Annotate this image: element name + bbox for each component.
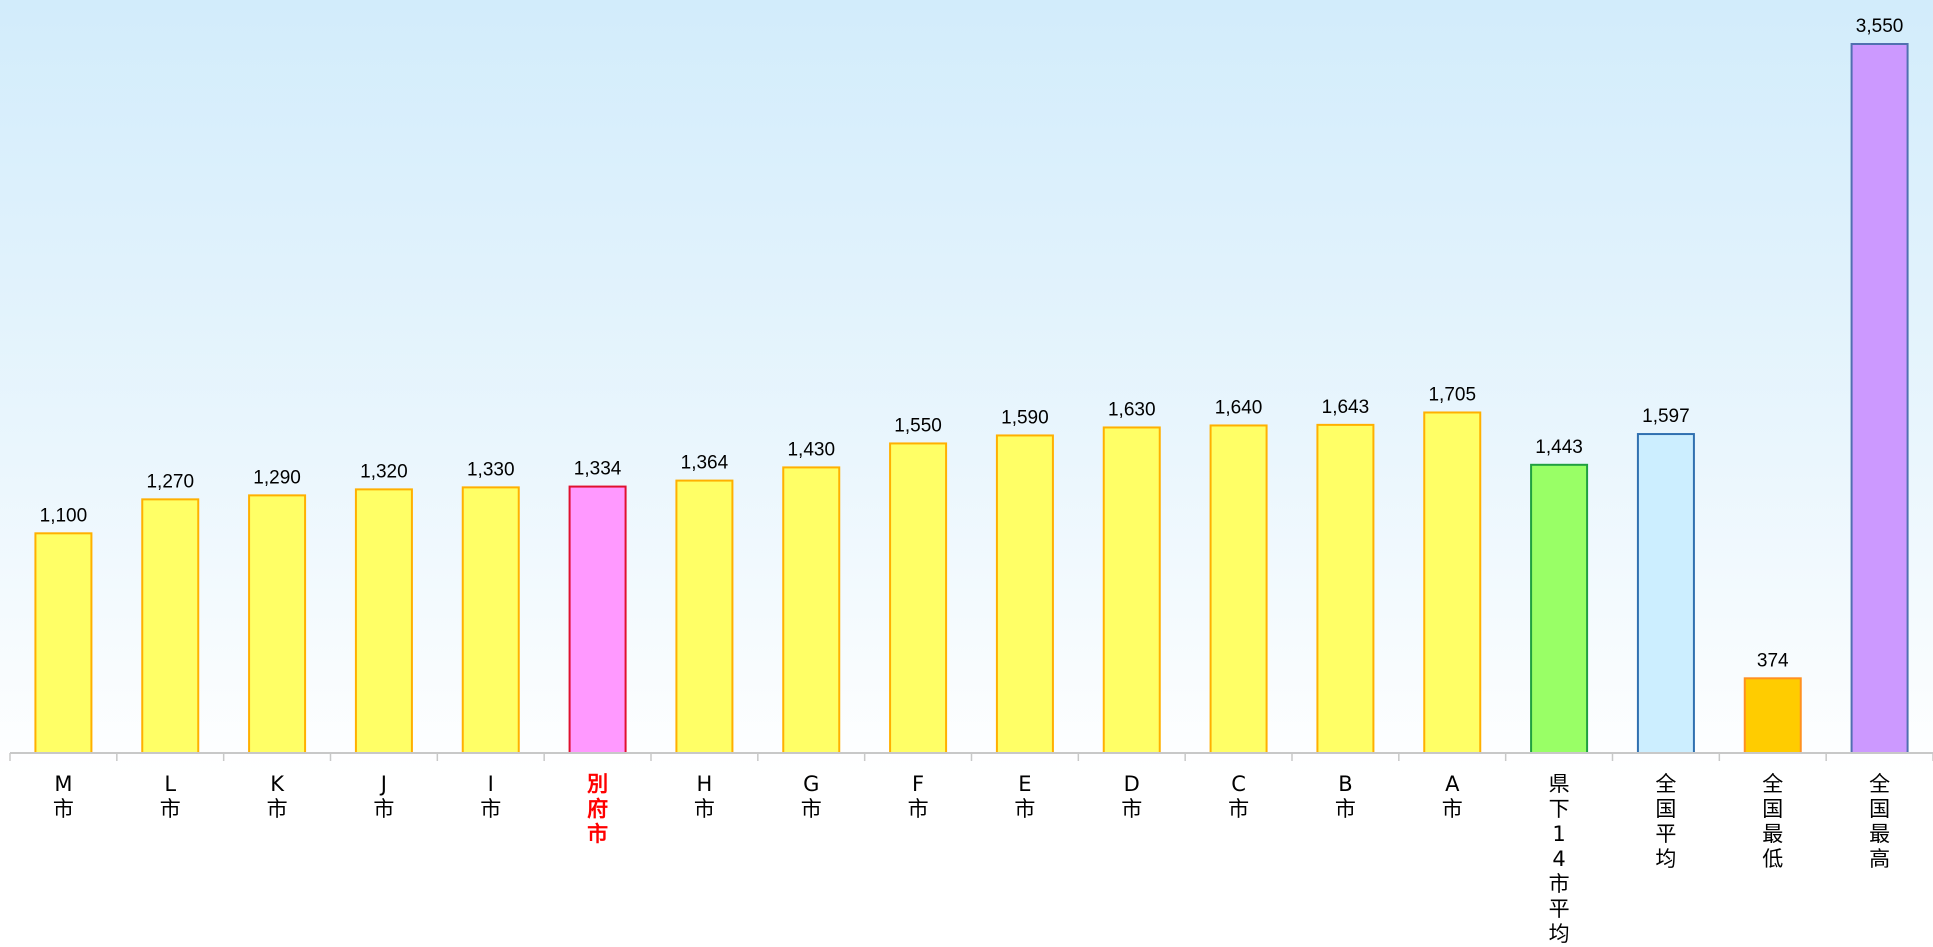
x-tick-label: L市 [159,772,181,821]
bar [1636,433,1695,754]
value-label: 1,320 [360,461,408,482]
value-label: 1,270 [146,471,194,492]
x-tick-label: B市 [1334,772,1356,821]
x-tick-label: D市 [1121,772,1143,821]
bar [782,466,841,754]
x-tick-label: G市 [800,772,822,821]
x-tick-label: 別府市 [587,772,609,846]
bar [354,488,413,754]
value-label: 1,443 [1535,437,1583,458]
value-label: 1,100 [40,505,88,526]
value-label: 3,550 [1856,16,1904,37]
value-label: 1,630 [1108,399,1156,420]
bar [34,532,93,755]
bar [1423,411,1482,754]
bar [461,486,520,754]
value-label: 1,643 [1322,397,1370,418]
bar [1102,426,1161,754]
bar [889,442,948,754]
bar [248,494,307,754]
value-label: 1,550 [894,415,942,436]
plot: 1,100 1,270 1,290 1,320 1,330 1,334 1,364 1,430… [9,16,1933,761]
value-label: 374 [1757,650,1789,671]
bar [141,498,200,755]
value-label: 1,597 [1642,406,1690,427]
value-label: 1,640 [1215,397,1263,418]
value-label: 1,330 [467,459,515,480]
x-tick-label: K市 [266,772,288,821]
x-tick-label: F市 [907,772,929,821]
bar [1209,424,1268,754]
x-tick-label: J市 [373,772,395,821]
x-tick-label: A市 [1441,772,1463,821]
value-label: 1,590 [1001,407,1049,428]
x-tick-label: I市 [480,772,502,821]
bar [1850,43,1909,754]
bar [1316,423,1375,754]
x-tick-label: 県下14市平均 [1548,772,1570,946]
value-label: 1,334 [574,459,622,480]
value-label: 1,364 [681,453,729,474]
x-tick-label: 全国最高 [1869,772,1891,871]
bar [675,479,734,754]
bar [1530,463,1589,754]
x-tick-label: M市 [52,772,74,821]
x-tick-label: H市 [693,772,715,821]
bar [995,434,1054,754]
bar [1743,677,1802,755]
x-tick-label: 全国平均 [1655,772,1677,871]
x-tick-label: 全国最低 [1762,772,1784,871]
x-tick-label: E市 [1014,772,1036,821]
value-label: 1,705 [1428,384,1476,405]
value-label: 1,290 [253,467,301,488]
x-tick-label: C市 [1228,772,1250,821]
bar [568,485,627,754]
value-label: 1,430 [787,439,835,460]
